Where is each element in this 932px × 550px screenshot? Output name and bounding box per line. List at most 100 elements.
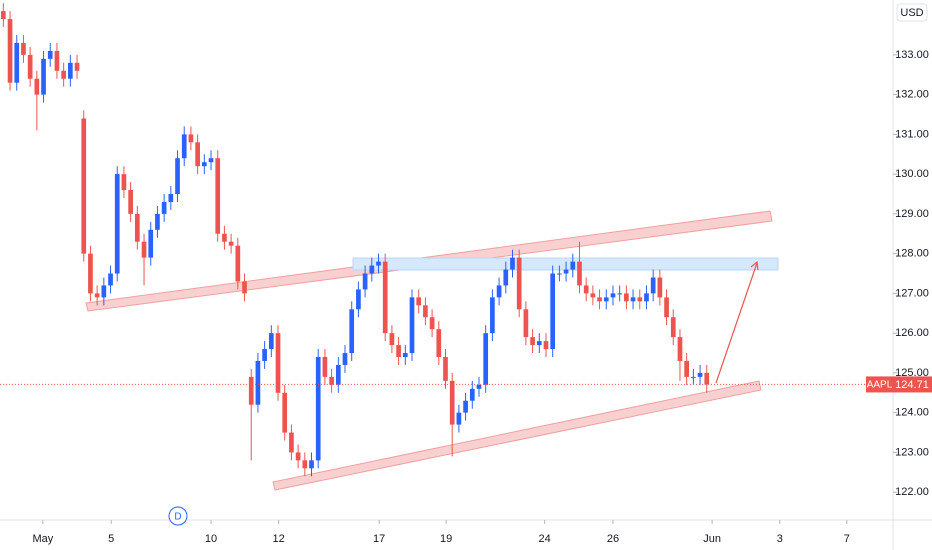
- symbol-label: AAPL: [867, 380, 893, 391]
- x-tick-label: 24: [539, 533, 551, 545]
- x-tick-label: 3: [777, 533, 783, 545]
- candle-body: [289, 432, 294, 453]
- y-tick-label: 122.00: [895, 486, 929, 498]
- candle-body: [282, 392, 288, 433]
- candle-body: [376, 261, 381, 266]
- candle-body: [34, 78, 40, 95]
- candle-body: [47, 50, 53, 59]
- candle-body: [7, 19, 13, 83]
- candle-body: [161, 201, 167, 214]
- candle-body: [335, 364, 341, 385]
- candle-body: [268, 333, 274, 350]
- candle-body: [262, 349, 267, 361]
- candle-body: [201, 162, 207, 167]
- candle-body: [74, 62, 80, 71]
- y-tick-label: 123.00: [895, 446, 929, 458]
- candle-body: [315, 357, 321, 461]
- x-tick-label: 12: [273, 533, 285, 545]
- currency-label: USD: [900, 7, 923, 19]
- candle-body: [114, 174, 120, 274]
- drawings: [85, 210, 779, 491]
- y-tick-label: 132.00: [895, 89, 929, 101]
- candle-body: [342, 353, 348, 365]
- symbol-box: [866, 376, 893, 393]
- candle-body: [624, 293, 629, 302]
- candle-body: [650, 277, 656, 294]
- candle-body: [302, 460, 308, 469]
- candle-body: [409, 297, 415, 354]
- candle-body: [456, 412, 462, 425]
- candle-body: [536, 341, 542, 346]
- candle-body: [81, 118, 87, 254]
- candle-body: [697, 372, 703, 377]
- candle-body: [523, 309, 529, 338]
- candle-body: [610, 293, 616, 298]
- candle-body: [590, 293, 596, 298]
- candle-body: [429, 317, 435, 330]
- x-tick-label: 10: [205, 533, 217, 545]
- candle-body: [463, 400, 468, 413]
- y-tick-label: 124.00: [895, 407, 929, 419]
- candle-body: [248, 376, 254, 405]
- candle-body: [67, 62, 73, 79]
- candle-body: [295, 452, 301, 461]
- candle-body: [215, 158, 221, 234]
- candle-body: [677, 337, 683, 361]
- candle-body: [704, 372, 710, 385]
- x-tick-label: 5: [108, 533, 114, 545]
- candle-body: [644, 293, 649, 302]
- x-tick-label: 26: [607, 533, 619, 545]
- y-tick-label: 130.00: [895, 168, 929, 180]
- candle-body: [490, 297, 495, 334]
- candle-body: [175, 158, 180, 195]
- arrow-line: [715, 262, 758, 384]
- dividend-marker: D: [174, 512, 181, 523]
- candle-body: [516, 257, 522, 310]
- x-tick-label: 17: [373, 533, 385, 545]
- x-tick-label: 19: [440, 533, 452, 545]
- candle-body: [657, 277, 663, 298]
- candle-body: [128, 190, 133, 214]
- candle-body: [691, 376, 696, 378]
- candle-body: [155, 213, 160, 230]
- candle-body: [134, 213, 140, 242]
- candle-body: [557, 273, 562, 275]
- candle-body: [61, 70, 66, 79]
- candle-body: [255, 360, 261, 405]
- resistance-zone: [352, 257, 779, 271]
- candle-body: [603, 297, 609, 302]
- dividend-circle[interactable]: [168, 506, 188, 526]
- x-tick-label: 7: [844, 533, 850, 545]
- y-tick-label: 129.00: [895, 208, 929, 220]
- x-tick-label: May: [32, 533, 53, 545]
- candle-body: [21, 42, 26, 55]
- candle-body: [88, 253, 93, 294]
- candle-body: [208, 158, 214, 163]
- lower-channel: [272, 380, 762, 491]
- candle-body: [275, 333, 281, 393]
- candle-body: [27, 54, 33, 79]
- candle-body: [235, 245, 241, 282]
- last-price-label: 124.71: [895, 379, 929, 391]
- last-price-box: [893, 376, 932, 393]
- candle-body: [469, 388, 475, 401]
- currency-box[interactable]: [896, 3, 928, 22]
- candle-body: [41, 58, 46, 95]
- arrow-head: [750, 260, 759, 271]
- candle-body: [329, 376, 334, 385]
- candle-body: [449, 380, 455, 425]
- candle-body: [583, 285, 589, 294]
- x-tick-label: Jun: [703, 533, 721, 545]
- candle-body: [14, 42, 20, 83]
- candles: [1, 3, 710, 477]
- candle-body: [443, 357, 448, 381]
- candle-body: [630, 297, 636, 302]
- candle-body: [402, 353, 408, 358]
- y-tick-label: 126.00: [895, 327, 929, 339]
- candle-body: [637, 297, 643, 302]
- candle-body: [510, 257, 515, 270]
- candle-body: [389, 333, 395, 346]
- candle-body: [148, 229, 154, 258]
